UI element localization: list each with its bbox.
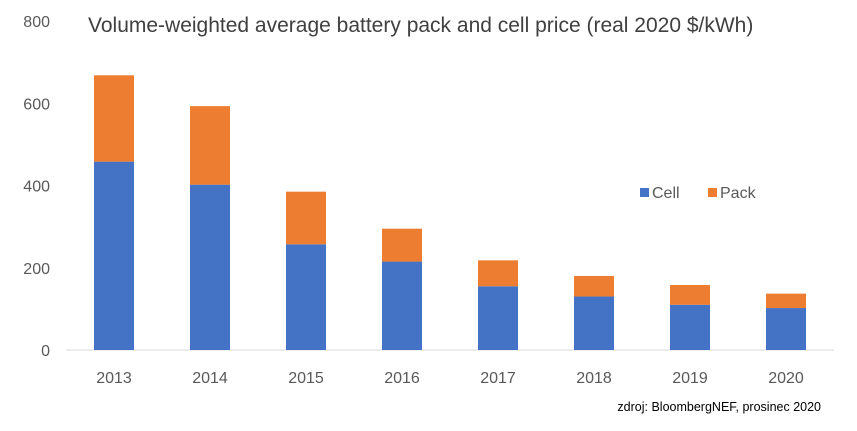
legend-swatch-pack	[708, 188, 717, 197]
y-tick-label: 200	[23, 261, 50, 278]
x-tick-label: 2014	[192, 370, 228, 387]
legend-label-pack: Pack	[720, 185, 757, 202]
x-tick-label: 2020	[768, 370, 804, 387]
bar-pack-2017	[478, 260, 518, 287]
legend: Cell Pack	[640, 185, 757, 202]
bar-cell-2015	[286, 244, 326, 350]
x-tick-label: 2016	[384, 370, 420, 387]
legend-label-cell: Cell	[652, 185, 680, 202]
bar-cell-2017	[478, 286, 518, 350]
bar-pack-2016	[382, 228, 422, 262]
chart-title: Volume-weighted average battery pack and…	[88, 14, 754, 37]
bar-cell-2014	[190, 184, 230, 350]
x-tick-label: 2017	[480, 370, 516, 387]
y-tick-label: 0	[41, 343, 50, 360]
x-tick-label: 2015	[288, 370, 324, 387]
bar-pack-2013	[94, 75, 134, 162]
bar-cell-2016	[382, 261, 422, 350]
source-note: zdroj: BloombergNEF, prosinec 2020	[617, 400, 821, 414]
bar-cell-2020	[766, 308, 806, 350]
x-tick-label: 2013	[96, 370, 132, 387]
bar-cell-2018	[574, 296, 614, 350]
y-tick-label: 400	[23, 179, 50, 196]
bar-pack-2014	[190, 106, 230, 185]
y-axis: 0 200 400 600 800	[23, 14, 50, 360]
bar-cell-2019	[670, 304, 710, 350]
bars	[94, 75, 806, 350]
x-tick-label: 2019	[672, 370, 708, 387]
x-tick-label: 2018	[576, 370, 612, 387]
bar-pack-2020	[766, 293, 806, 309]
legend-swatch-cell	[640, 188, 649, 197]
bar-pack-2018	[574, 275, 614, 297]
bar-cell-2013	[94, 161, 134, 350]
y-tick-label: 600	[23, 96, 50, 113]
bar-pack-2019	[670, 285, 710, 305]
bar-pack-2015	[286, 191, 326, 245]
x-axis: 2013 2014 2015 2016 2017 2018 2019 2020	[96, 370, 804, 387]
y-tick-label: 800	[23, 14, 50, 31]
